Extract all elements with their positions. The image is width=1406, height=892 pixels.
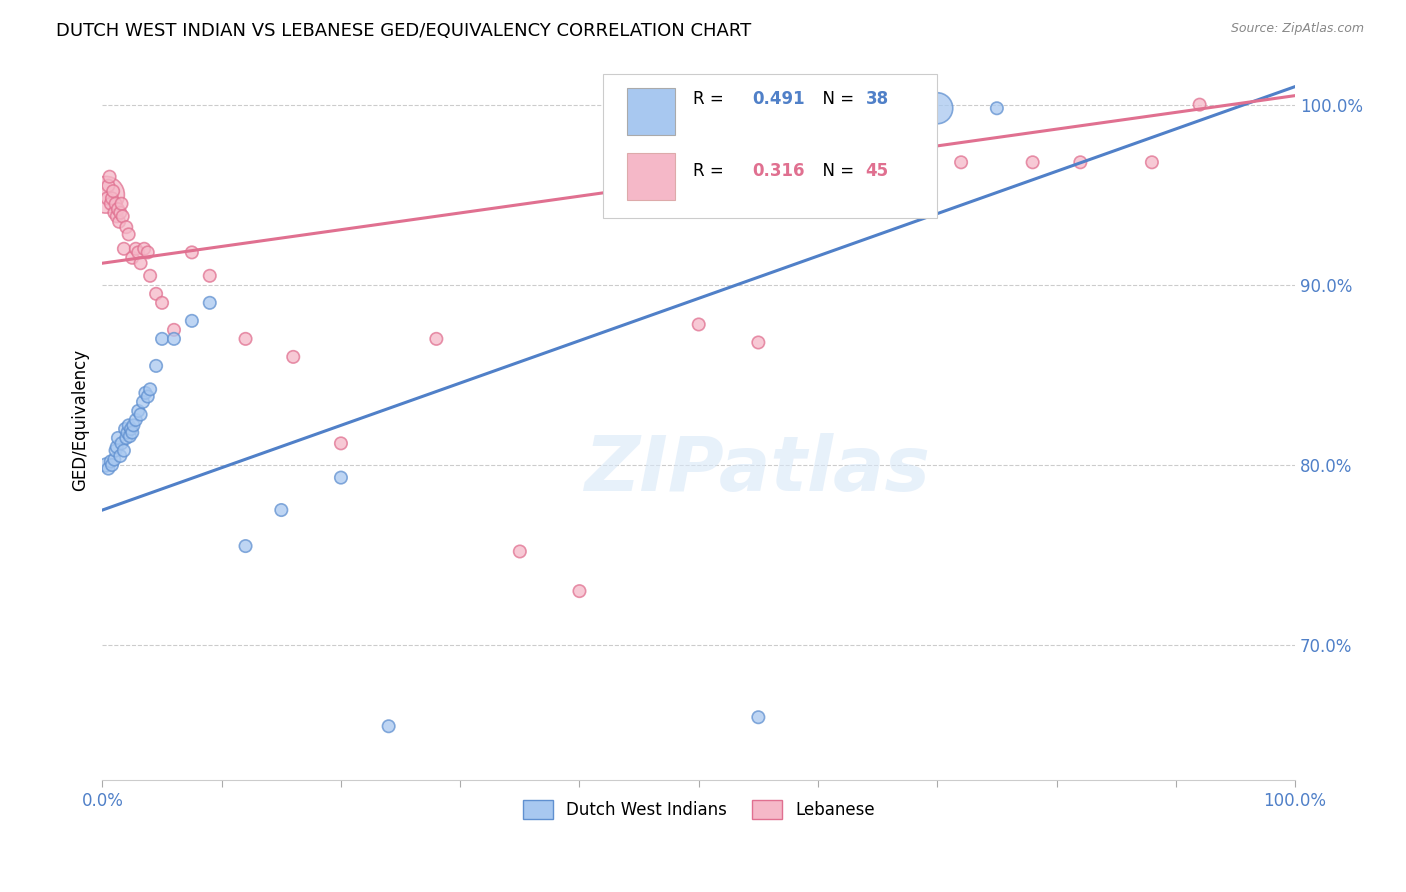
Point (96, 191, 118, 205)
Point (235, 332, 257, 346)
Point (104, 443, 127, 458)
Point (127, 245, 149, 260)
Point (950, 155, 973, 169)
Point (101, 458, 124, 472)
Point (114, 422, 136, 436)
Point (115, 431, 138, 445)
Point (198, 268, 221, 283)
Point (1021, 155, 1043, 169)
Point (100, 454, 122, 468)
Point (110, 436, 132, 450)
Point (132, 395, 155, 409)
Point (121, 251, 143, 265)
Point (121, 425, 143, 440)
Text: ZIPatlas: ZIPatlas (585, 434, 931, 508)
Point (747, 335, 769, 350)
Text: DUTCH WEST INDIAN VS LEBANESE GED/EQUIVALENCY CORRELATION CHART: DUTCH WEST INDIAN VS LEBANESE GED/EQUIVA… (56, 22, 751, 40)
Point (127, 404, 149, 418)
Point (1188, 97, 1211, 112)
Point (329, 436, 352, 450)
FancyBboxPatch shape (627, 153, 675, 200)
Point (145, 286, 167, 301)
Legend: Dutch West Indians, Lebanese: Dutch West Indians, Lebanese (516, 794, 882, 826)
Point (283, 350, 305, 364)
Point (105, 210, 128, 224)
Point (104, 196, 127, 211)
Point (97, 461, 120, 475)
Text: R =: R = (693, 90, 728, 108)
Point (150, 296, 173, 310)
Text: R =: R = (693, 162, 728, 180)
Point (150, 332, 173, 346)
Point (688, 318, 710, 332)
Point (105, 440, 128, 454)
Point (198, 296, 221, 310)
Text: 45: 45 (866, 162, 889, 180)
Point (103, 452, 125, 467)
Point (112, 242, 135, 256)
Point (111, 210, 134, 224)
Point (122, 418, 145, 433)
Text: Source: ZipAtlas.com: Source: ZipAtlas.com (1230, 22, 1364, 36)
Point (139, 268, 162, 283)
Point (235, 539, 257, 553)
Point (163, 332, 186, 346)
Point (115, 220, 138, 235)
Point (927, 101, 949, 115)
Point (125, 413, 148, 427)
FancyBboxPatch shape (627, 88, 675, 136)
Point (103, 206, 125, 220)
Point (377, 719, 399, 733)
Point (94, 187, 117, 202)
Point (110, 196, 132, 211)
Point (97, 178, 120, 193)
Point (136, 245, 159, 260)
Point (180, 314, 202, 328)
Text: 0.316: 0.316 (752, 162, 804, 180)
Point (101, 184, 124, 198)
Point (118, 429, 141, 443)
Point (134, 242, 156, 256)
Point (134, 385, 156, 400)
Point (107, 431, 129, 445)
Point (509, 544, 531, 558)
Point (100, 196, 122, 211)
Text: 38: 38 (866, 90, 889, 108)
Y-axis label: GED/Equivalency: GED/Equivalency (72, 349, 89, 491)
Point (425, 332, 447, 346)
Point (101, 191, 124, 205)
Point (747, 710, 769, 724)
Point (107, 202, 129, 216)
Point (120, 422, 142, 436)
Point (180, 245, 202, 260)
Point (139, 382, 162, 396)
Point (98, 169, 121, 184)
Point (163, 323, 186, 337)
Text: N =: N = (813, 90, 859, 108)
Point (118, 418, 141, 433)
Text: 0.491: 0.491 (752, 90, 806, 108)
Point (1069, 155, 1091, 169)
Point (270, 503, 292, 517)
Point (110, 206, 132, 220)
Point (903, 155, 925, 169)
Point (118, 227, 141, 242)
Point (112, 443, 135, 458)
Point (94, 458, 117, 472)
Text: N =: N = (813, 162, 859, 180)
Point (129, 408, 152, 422)
Point (329, 470, 352, 484)
Point (129, 256, 152, 270)
Point (117, 425, 139, 440)
Point (125, 242, 148, 256)
Point (831, 155, 853, 169)
Point (136, 390, 159, 404)
Point (986, 101, 1008, 115)
Point (108, 215, 131, 229)
Point (145, 359, 167, 373)
Point (568, 584, 591, 599)
Point (110, 449, 132, 463)
FancyBboxPatch shape (603, 74, 938, 219)
Point (1140, 155, 1163, 169)
